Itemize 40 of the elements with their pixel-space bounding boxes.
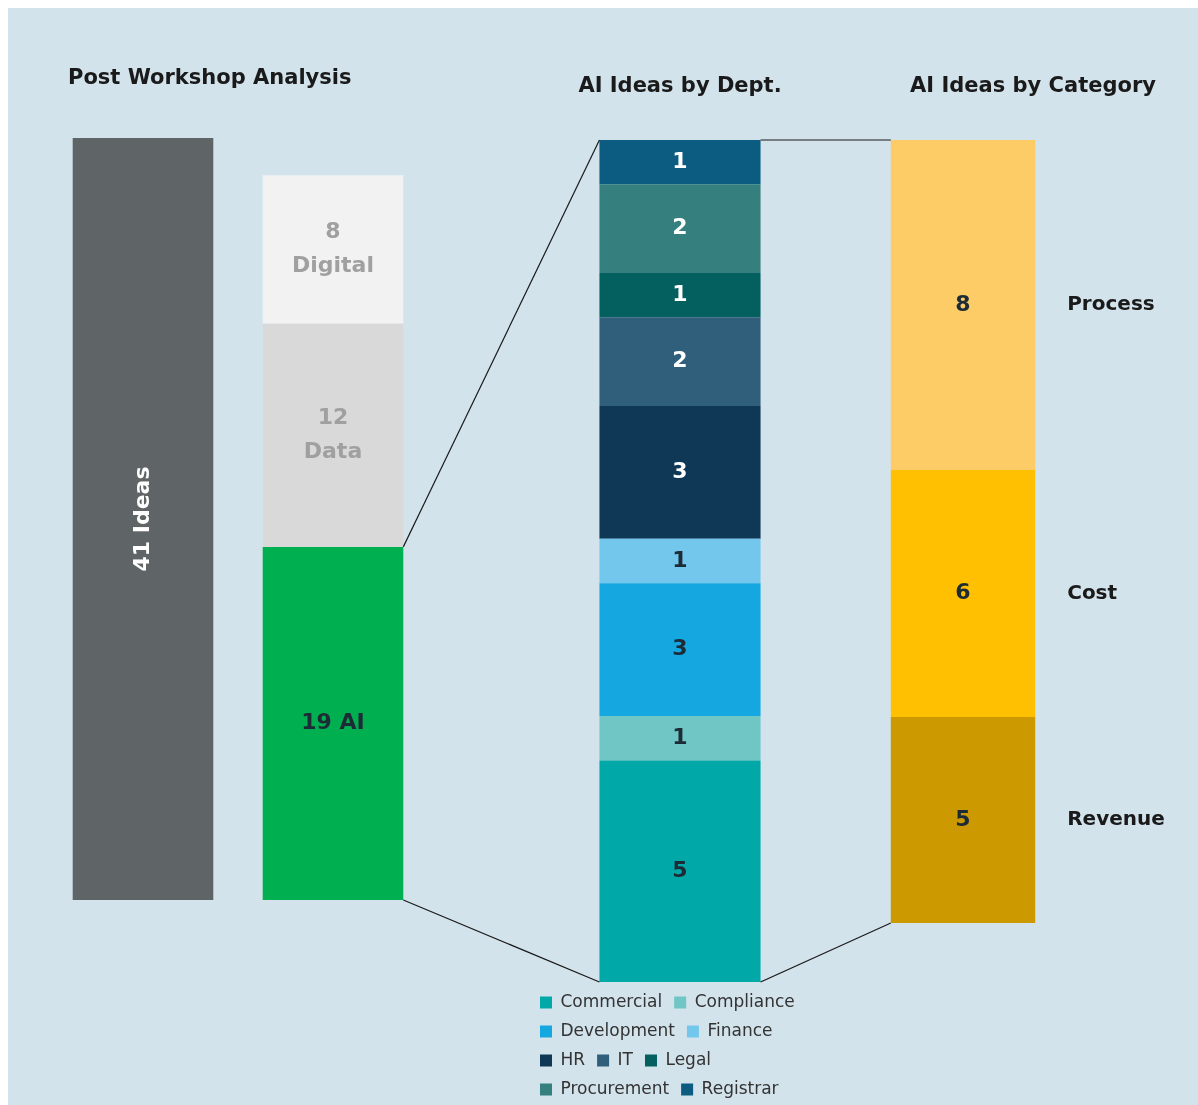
data-label: 1 bbox=[672, 546, 688, 572]
bar bbox=[599, 140, 761, 185]
data-label: 5 bbox=[955, 805, 971, 831]
series-label: Cost bbox=[1067, 579, 1118, 604]
bar bbox=[599, 272, 761, 318]
data-label: 2 bbox=[672, 347, 688, 373]
data-label: 3 bbox=[672, 635, 688, 661]
series-label: Process bbox=[1067, 291, 1155, 316]
bar bbox=[599, 716, 761, 761]
data-label: 3 bbox=[672, 458, 688, 484]
data-label: 8 Digital bbox=[292, 218, 374, 278]
legend-label: Procurement bbox=[560, 1077, 670, 1098]
data-label: 5 bbox=[672, 856, 688, 882]
data-label: 6 bbox=[955, 579, 971, 605]
legend-label: Finance bbox=[707, 1019, 773, 1040]
bar bbox=[599, 405, 761, 539]
legend-label: Development bbox=[560, 1019, 676, 1040]
data-label: 8 bbox=[955, 290, 971, 316]
bar bbox=[599, 184, 761, 273]
chart-title: AI Ideas by Category bbox=[910, 72, 1157, 97]
series-label: Revenue bbox=[1067, 806, 1165, 831]
data-label: 1 bbox=[672, 147, 688, 173]
data-label: 1 bbox=[672, 280, 688, 306]
data-label: 41 Ideas bbox=[128, 466, 154, 572]
data-label: 1 bbox=[672, 723, 688, 749]
bar bbox=[599, 583, 761, 717]
data-label: 2 bbox=[672, 214, 688, 240]
chart-title: Post Workshop Analysis bbox=[68, 64, 352, 89]
data-label: 19 AI bbox=[301, 709, 365, 735]
bar bbox=[599, 317, 761, 406]
legend-label: Registrar bbox=[701, 1077, 779, 1098]
legend-label: Compliance bbox=[694, 990, 795, 1011]
legend-label: Commercial bbox=[560, 990, 663, 1011]
legend-label: IT bbox=[617, 1048, 634, 1069]
legend-label: Legal bbox=[665, 1048, 712, 1069]
legend-label: HR bbox=[560, 1048, 586, 1069]
chart-title: AI Ideas by Dept. bbox=[578, 72, 782, 97]
data-label: 12 Data bbox=[303, 404, 363, 464]
bar bbox=[599, 538, 761, 584]
bar bbox=[599, 760, 761, 982]
